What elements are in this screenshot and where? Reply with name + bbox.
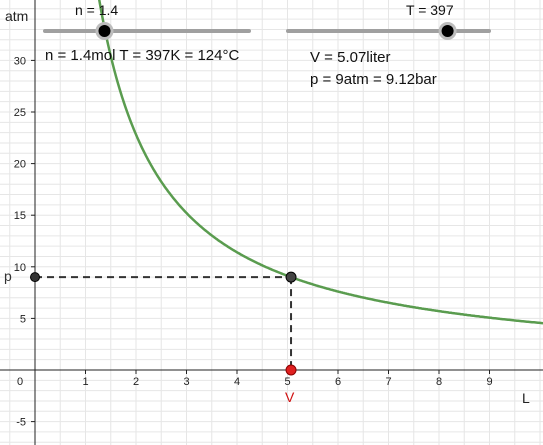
- slider-n[interactable]: n = 1.4: [43, 2, 251, 40]
- x-tick-label: 7: [386, 376, 392, 388]
- info-volume: V = 5.07liter: [310, 49, 390, 66]
- point-p-label: p: [4, 268, 12, 284]
- x-tick-labels: 0 1 2 3 4 5 6 7 8 9: [17, 370, 493, 388]
- x-tick-label: 3: [184, 376, 190, 388]
- x-tick-label: 4: [234, 376, 240, 388]
- slider-n-knob[interactable]: [98, 25, 111, 37]
- info-amount-temperature: n = 1.4mol T = 397K = 124°C: [45, 47, 239, 64]
- y-axis-label: atm: [5, 8, 28, 24]
- info-pressure: p = 9atm = 9.12bar: [310, 71, 437, 88]
- y-tick-label: 20: [14, 159, 26, 171]
- slider-T-caption: T = 397: [406, 2, 454, 18]
- slider-T[interactable]: T = 397: [286, 2, 491, 40]
- point-p[interactable]: [30, 272, 40, 283]
- y-tick-labels: 30 25 20 15 10 5 -5: [14, 55, 35, 429]
- x-tick-label: 6: [335, 376, 341, 388]
- x-tick-label: 8: [436, 376, 442, 388]
- pressure-volume-curve[interactable]: [96, 0, 543, 325]
- point-V-label: V: [285, 389, 295, 405]
- y-tick-label: 15: [14, 210, 26, 222]
- slider-T-knob[interactable]: [441, 25, 454, 37]
- y-tick-label: 5: [20, 313, 26, 325]
- point-on-curve[interactable]: [285, 271, 297, 283]
- y-tick-label: 25: [14, 107, 26, 119]
- x-tick-label: 2: [133, 376, 139, 388]
- x-axis-label: L: [522, 390, 530, 406]
- point-V[interactable]: [285, 364, 297, 376]
- y-tick-label: 10: [14, 262, 26, 274]
- slider-n-caption: n = 1.4: [75, 2, 118, 18]
- x-tick-label: 0: [17, 376, 23, 388]
- x-tick-label: 5: [285, 376, 291, 388]
- y-tick-label: 30: [14, 55, 26, 67]
- x-tick-label: 9: [487, 376, 493, 388]
- x-tick-label: 1: [83, 376, 89, 388]
- y-tick-label: -5: [16, 417, 26, 429]
